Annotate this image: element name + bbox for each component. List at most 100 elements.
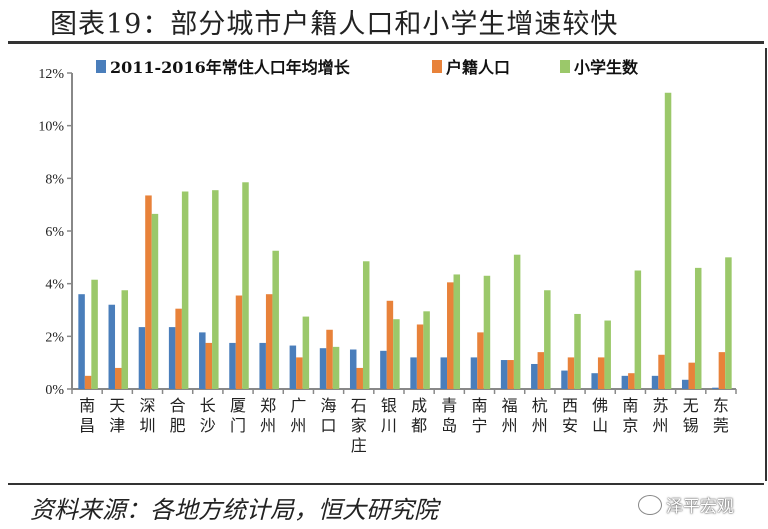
x-tick-label: 长 (200, 396, 216, 415)
bar (242, 182, 249, 389)
bar (453, 274, 461, 389)
bar (393, 319, 400, 389)
x-tick-label: 津 (109, 416, 125, 435)
x-tick-label: 苏 (653, 396, 669, 415)
bar (289, 345, 297, 389)
x-tick-label: 福 (502, 396, 518, 415)
y-tick-label: 12% (38, 67, 64, 82)
title-divider (8, 41, 764, 44)
bar (604, 320, 611, 389)
legend-label: 小学生数 (574, 58, 639, 77)
x-tick-label: 莞 (713, 416, 729, 435)
bar (423, 311, 430, 389)
bar (591, 373, 598, 389)
x-tick-label: 家 (351, 416, 367, 435)
bar (272, 250, 279, 389)
bar (567, 357, 575, 389)
legend-label: 2011-2016年常住人口年均增长 (110, 58, 351, 77)
bar (175, 308, 182, 389)
bar (145, 195, 152, 389)
bar (634, 270, 642, 389)
bar (326, 329, 333, 389)
bar-chart: 0%2%4%6%8%10%12%南昌天津深圳合肥长沙厦门郑州广州海口石家庄银川成… (38, 58, 737, 455)
x-tick-label: 天 (109, 396, 125, 415)
x-tick-label: 京 (622, 416, 638, 435)
chart-frame: 0% 2% 4% 6% 8% 10% 12% 南昌天津深圳合肥长沙厦门郑州广州海口石家庄银川成… (8, 48, 767, 481)
bar (265, 294, 273, 389)
x-tick-label: 州 (532, 416, 548, 435)
bar (688, 362, 695, 389)
bar (259, 342, 266, 389)
x-tick-label: 安 (562, 416, 578, 435)
bar (440, 357, 448, 389)
bar (507, 360, 514, 389)
x-tick-label: 肥 (170, 416, 186, 435)
x-tick-label: 山 (592, 416, 608, 435)
x-tick-label: 东 (713, 396, 729, 415)
chart-title: 图表19：部分城市户籍人口和小学生增速较快 (50, 9, 619, 40)
bar (597, 357, 605, 389)
x-tick-label: 州 (260, 416, 276, 435)
x-tick-label: 厦 (230, 396, 246, 415)
x-tick-label: 西 (562, 396, 578, 415)
footer-divider (8, 483, 764, 485)
x-tick-label: 无 (683, 396, 699, 415)
bar (121, 290, 129, 389)
legend-label: 户籍人口 (446, 58, 510, 77)
bar (349, 349, 357, 389)
x-tick-label: 圳 (139, 416, 155, 435)
bar (168, 327, 176, 389)
bar (229, 342, 236, 389)
watermark-text: 泽平宏观 (666, 497, 734, 517)
bar (181, 191, 189, 389)
x-tick-label: 州 (502, 416, 518, 435)
bar (302, 316, 310, 389)
bar (205, 342, 213, 389)
x-tick-label: 深 (139, 396, 155, 415)
x-tick-label: 昌 (79, 416, 95, 435)
bar (380, 350, 387, 389)
x-tick-label: 州 (653, 416, 669, 435)
bar (470, 357, 478, 389)
legend-swatch (432, 60, 442, 73)
bar (447, 282, 454, 389)
bar (108, 304, 116, 389)
bar (531, 363, 538, 389)
x-tick-label: 杭 (532, 396, 548, 415)
x-tick-label: 石 (351, 396, 367, 415)
bar (199, 332, 206, 389)
x-tick-label: 都 (411, 416, 427, 435)
x-tick-label: 银 (381, 396, 397, 415)
bar (537, 352, 545, 389)
x-tick-label: 海 (321, 396, 337, 415)
bar (658, 354, 665, 389)
bar (91, 279, 98, 389)
y-tick-label: 8% (45, 172, 64, 187)
x-tick-label: 青 (441, 396, 457, 415)
bar (544, 290, 551, 389)
x-tick-label: 合 (170, 396, 186, 415)
bar (386, 300, 394, 389)
legend-swatch (96, 60, 106, 73)
x-tick-label: 门 (230, 416, 246, 435)
bar (718, 352, 726, 389)
bar (477, 332, 484, 389)
bar (483, 275, 491, 389)
bar (694, 267, 702, 389)
bar (513, 254, 521, 389)
bar (115, 367, 122, 389)
x-tick-label: 州 (290, 416, 306, 435)
bar (138, 327, 146, 389)
bar (78, 294, 85, 389)
x-tick-label: 佛 (592, 396, 608, 415)
bar (725, 257, 732, 389)
y-tick-label: 0% (45, 383, 64, 398)
y-tick-label: 2% (45, 330, 64, 345)
watermark: 泽平宏观 (638, 492, 734, 517)
wechat-icon (638, 494, 662, 515)
x-tick-label: 南 (79, 396, 95, 415)
bar (416, 324, 424, 389)
x-tick-label: 锡 (683, 416, 699, 435)
bar (410, 357, 417, 389)
bar (664, 92, 672, 389)
